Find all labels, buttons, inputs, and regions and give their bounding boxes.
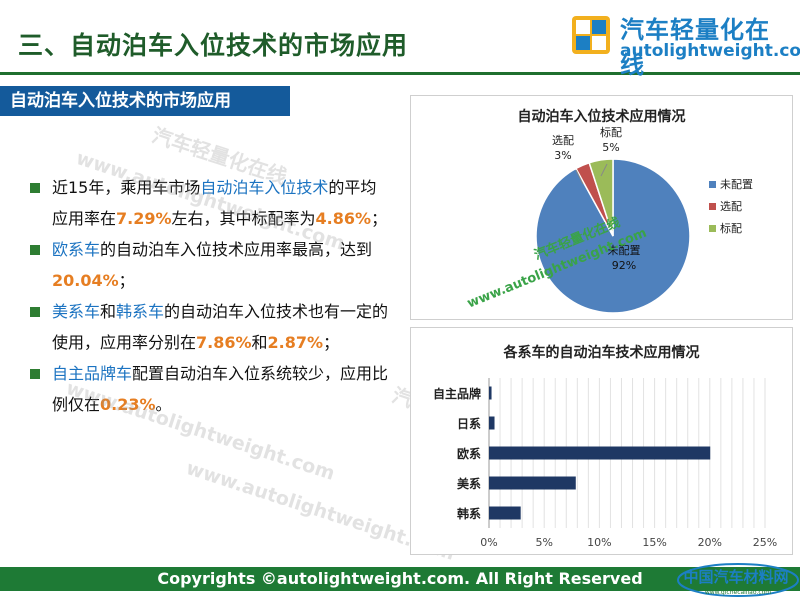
pie-data-label: 未配置 [608, 244, 641, 257]
bullet-text: ； [323, 333, 340, 352]
y-category-label: 自主品牌 [433, 386, 481, 401]
footer-logo-sub: www.qichecailiao.com [705, 589, 771, 596]
bullet-text: 和 [251, 333, 268, 352]
legend-swatch [709, 225, 716, 232]
bullet-item: 美系车和韩系车的自动泊车入位技术也有一定的使用，应用率分别在7.86%和2.87… [30, 296, 390, 358]
legend-swatch [709, 203, 716, 210]
highlight-number: 7.86% [196, 333, 252, 352]
logo-english-text: autolightweight.com [620, 41, 800, 61]
pie-data-label: 标配 [600, 125, 622, 139]
bullet-square-icon [30, 183, 40, 193]
bullet-text: 和 [100, 302, 117, 321]
highlight-number: 20.04% [52, 271, 119, 290]
bar-日系 [489, 416, 495, 430]
bullet-text: 近15年，乘用车市场 [52, 178, 201, 197]
page-title: 三、自动泊车入位技术的市场应用 [18, 31, 409, 60]
highlight-number: 7.29% [116, 209, 172, 228]
pie-slice-标配 [588, 158, 614, 237]
bullet-square-icon [30, 307, 40, 317]
pie-data-label: 5% [602, 141, 619, 154]
logo-cube-icon [572, 16, 610, 54]
bullet-text: 的平均应用率在 [52, 178, 377, 228]
logo-chinese-text: 汽车轻量化在线 [620, 16, 770, 79]
highlight-term: 自主品牌车 [52, 364, 133, 383]
x-tick-label: 20% [698, 536, 722, 549]
highlight-term: 自动泊车入位技术 [200, 178, 329, 197]
bar-自主品牌 [489, 386, 492, 400]
pie-data-label: 选配 [552, 134, 574, 147]
highlight-term: 美系车 [52, 302, 101, 321]
highlight-term: 韩系车 [116, 302, 165, 321]
bullet-text: 左右，其中标配率为 [171, 209, 316, 228]
legend-label: 未配置 [720, 178, 753, 191]
bullet-text: ； [371, 209, 388, 228]
x-tick-label: 0% [480, 536, 497, 549]
pie-chart-panel: 自动泊车入位技术应用情况 未配置 92% 选配 3% 标配 5% 未配置 选配 标配 www.a… [410, 95, 793, 320]
bullet-item: 自主品牌车配置自动泊车入位系统较少，应用比例仅在0.23%。 [30, 358, 390, 420]
copyright-footer: Copyrights ©autolightweight.com. All Rig… [0, 567, 800, 591]
bar-美系 [489, 476, 576, 490]
pie-chart-title: 自动泊车入位技术应用情况 [517, 109, 686, 125]
x-tick-label: 5% [535, 536, 552, 549]
highlight-number: 2.87% [267, 333, 324, 352]
leader-line [600, 163, 608, 177]
legend-label: 选配 [720, 200, 742, 213]
y-category-label: 欧系 [457, 446, 481, 461]
bullet-text: ； [118, 271, 135, 290]
footer-logo-text: 中国汽车材料网 [683, 568, 788, 586]
bullet-item: 近15年，乘用车市场自动泊车入位技术的平均应用率在7.29%左右，其中标配率为4… [30, 172, 390, 234]
y-category-label: 韩系 [457, 506, 481, 521]
bullet-square-icon [30, 369, 40, 379]
legend-label: 标配 [720, 221, 742, 235]
bullet-text: 。 [155, 395, 172, 414]
x-tick-label: 15% [642, 536, 666, 549]
highlight-number: 0.23% [100, 395, 156, 414]
section-label: 自动泊车入位技术的市场应用 [0, 86, 290, 116]
bar-欧系 [489, 446, 711, 460]
y-category-label: 美系 [457, 476, 481, 491]
bullet-item: 欧系车的自动泊车入位技术应用率最高，达到 20.04%； [30, 234, 390, 296]
brand-logo: 汽车轻量化在线 autolightweight.com [570, 8, 800, 79]
pie-data-label: 92% [612, 259, 636, 272]
y-category-label: 日系 [457, 416, 481, 431]
bullet-text: 配置自动泊车入位系统较少，应用比例仅在 [52, 364, 389, 414]
highlight-number: 4.86% [315, 209, 372, 228]
bar-chart-title: 各系车的自动泊车技术应用情况 [503, 345, 700, 361]
title-divider [0, 72, 800, 75]
bar-chart-panel: 各系车的自动泊车技术应用情况 0% 5% 10% 15% 20% 25% 自主品牌日系欧系美… [410, 327, 793, 555]
x-tick-label: 25% [753, 536, 777, 549]
bullet-square-icon [30, 245, 40, 255]
legend-swatch [709, 181, 716, 188]
bullet-text: 的自动泊车入位技术也有一定的使用，应用率分别在 [52, 302, 389, 352]
footer-brand-logo: 中国汽车材料网 www.qichecailiao.com [677, 563, 799, 597]
leader-line [575, 169, 584, 185]
x-tick-label: 10% [587, 536, 611, 549]
bar-韩系 [489, 506, 521, 520]
bullet-list: 近15年，乘用车市场自动泊车入位技术的平均应用率在7.29%左右，其中标配率为4… [30, 172, 390, 420]
bullet-text: 的自动泊车入位技术应用率最高，达到 [100, 240, 373, 259]
highlight-term: 欧系车 [52, 240, 101, 259]
pie-data-label: 3% [554, 149, 571, 162]
